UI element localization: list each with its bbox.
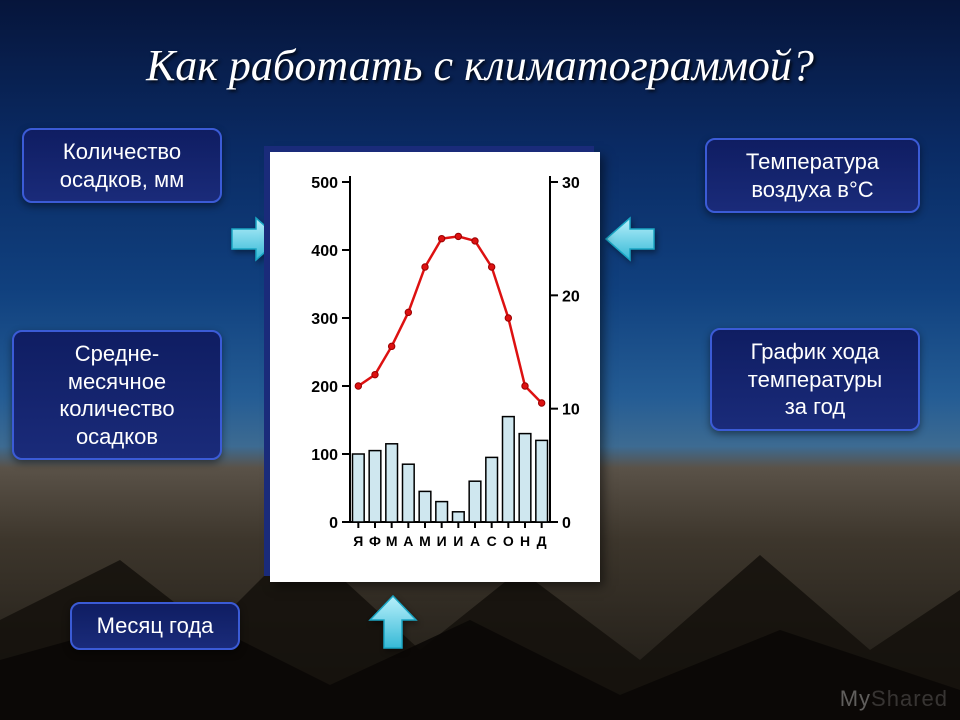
callout-line: количество bbox=[30, 395, 204, 423]
svg-text:20: 20 bbox=[562, 288, 580, 305]
callout-temp-axis: Температура воздуха в°С bbox=[705, 138, 920, 213]
callout-line: месячное bbox=[30, 368, 204, 396]
svg-text:400: 400 bbox=[311, 243, 338, 260]
svg-text:А: А bbox=[403, 533, 413, 549]
callout-line: График хода bbox=[728, 338, 902, 366]
arrow-left-icon bbox=[604, 214, 656, 264]
svg-text:О: О bbox=[503, 533, 514, 549]
watermark-right: Shared bbox=[871, 686, 948, 711]
callout-month: Месяц года bbox=[70, 602, 240, 650]
callout-line: Температура bbox=[723, 148, 902, 176]
svg-text:30: 30 bbox=[562, 175, 580, 192]
svg-text:Н: Н bbox=[520, 533, 530, 549]
svg-text:Я: Я bbox=[353, 533, 363, 549]
svg-text:Ф: Ф bbox=[369, 533, 381, 549]
callout-line: осадков bbox=[30, 423, 204, 451]
callout-line: Месяц года bbox=[88, 612, 222, 640]
watermark: MyShared bbox=[840, 686, 948, 712]
callout-precip-axis: Количество осадков, мм bbox=[22, 128, 222, 203]
svg-text:М: М bbox=[386, 533, 398, 549]
callout-line: температуры bbox=[728, 366, 902, 394]
svg-text:100: 100 bbox=[311, 447, 338, 464]
svg-text:С: С bbox=[487, 533, 497, 549]
svg-text:А: А bbox=[470, 533, 480, 549]
callout-temp-curve: График хода температуры за год bbox=[710, 328, 920, 431]
svg-text:0: 0 bbox=[562, 515, 571, 532]
svg-text:М: М bbox=[419, 533, 431, 549]
arrow-up-icon bbox=[368, 594, 418, 650]
watermark-left: My bbox=[840, 686, 871, 711]
climograph-chart: 01002003004005000102030ЯФМАМИИАСОНД bbox=[270, 152, 600, 582]
svg-text:И: И bbox=[437, 533, 447, 549]
svg-text:0: 0 bbox=[329, 515, 338, 532]
svg-text:200: 200 bbox=[311, 379, 338, 396]
chart-svg: 01002003004005000102030ЯФМАМИИАСОНД bbox=[270, 152, 600, 582]
svg-text:Д: Д bbox=[537, 533, 547, 549]
svg-text:500: 500 bbox=[311, 175, 338, 192]
svg-text:300: 300 bbox=[311, 311, 338, 328]
callout-line: Средне- bbox=[30, 340, 204, 368]
svg-text:И: И bbox=[453, 533, 463, 549]
callout-monthly-precip: Средне- месячное количество осадков bbox=[12, 330, 222, 460]
slide-title: Как работать с климатограммой? bbox=[0, 40, 960, 91]
callout-line: воздуха в°С bbox=[723, 176, 902, 204]
callout-line: осадков, мм bbox=[40, 166, 204, 194]
callout-line: за год bbox=[728, 393, 902, 421]
svg-text:10: 10 bbox=[562, 402, 580, 419]
callout-line: Количество bbox=[40, 138, 204, 166]
